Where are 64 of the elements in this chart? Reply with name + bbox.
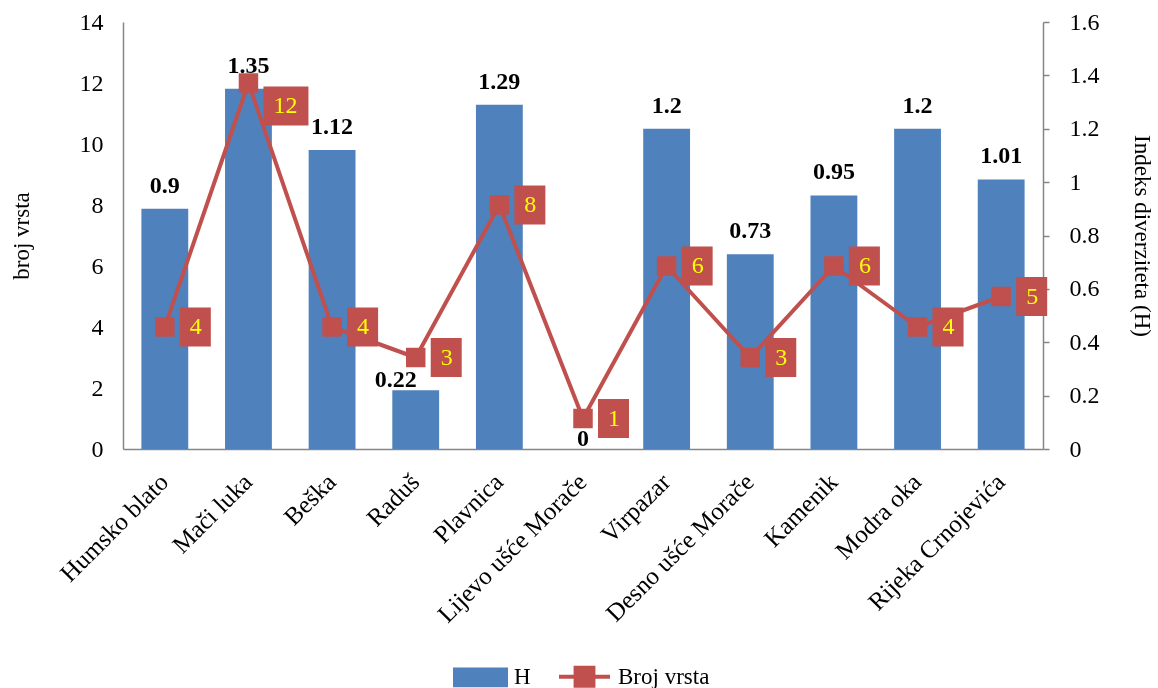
y-axis-title: broj vrsta (8, 192, 34, 280)
point (740, 347, 761, 368)
data-label: 1 (608, 404, 620, 431)
bar (225, 88, 272, 449)
point (656, 256, 677, 276)
point (238, 73, 259, 93)
y2-tick-label: 0.8 (1069, 222, 1100, 248)
data-label: 0.9 (149, 171, 180, 198)
y2-axis-title: Indeks diverziteta (H) (1129, 135, 1155, 337)
data-label: 1.12 (311, 113, 354, 140)
y-tick-label: 0 (91, 435, 104, 462)
y2-tick-label: 1.6 (1069, 8, 1100, 35)
bar (475, 104, 523, 449)
bar (894, 128, 941, 449)
point (322, 317, 342, 337)
point (489, 195, 510, 215)
data-label: 1.35 (227, 51, 270, 78)
point (907, 317, 928, 337)
data-label: 4 (357, 313, 370, 339)
bar (977, 179, 1025, 449)
data-label: 3 (440, 343, 453, 370)
data-label: 4 (189, 313, 202, 339)
bar (308, 150, 356, 449)
point (573, 408, 593, 429)
data-label: 3 (775, 343, 788, 370)
data-label: 8 (524, 191, 537, 217)
bar (810, 195, 858, 449)
data-label: 0 (577, 425, 589, 451)
bar (726, 254, 774, 449)
data-label: 12 (273, 92, 298, 118)
legend-label: H (514, 664, 531, 688)
y2-tick-label: 1 (1069, 168, 1082, 195)
data-label: 0.73 (729, 217, 772, 244)
y-tick-label: 8 (91, 191, 104, 218)
bar (392, 390, 440, 449)
point (405, 347, 426, 368)
y2-tick-label: 0.4 (1069, 328, 1100, 355)
point (155, 317, 175, 337)
y-tick-label: 12 (79, 69, 104, 96)
y2-tick-label: 0 (1069, 435, 1082, 462)
y-tick-label: 14 (79, 8, 104, 35)
legend-label: Broj vrsta (618, 663, 710, 688)
data-label: 4 (942, 313, 955, 339)
data-label: 1.2 (651, 91, 682, 118)
y2-tick-label: 1.4 (1069, 61, 1100, 88)
data-label: 1.29 (478, 67, 521, 94)
data-label: 5 (1026, 282, 1039, 309)
data-label: 1.2 (902, 91, 933, 118)
point (824, 256, 844, 276)
y-tick-label: 2 (91, 374, 104, 401)
data-label: 1.01 (980, 142, 1023, 169)
y-tick-label: 6 (91, 252, 104, 279)
data-label: 6 (858, 252, 871, 278)
point (991, 286, 1011, 307)
data-label: 0.22 (374, 366, 417, 393)
y2-tick-label: 1.2 (1069, 115, 1100, 142)
bar (141, 208, 189, 449)
y2-tick-label: 0.2 (1069, 382, 1100, 409)
y2-tick-label: 0.6 (1069, 275, 1100, 302)
data-label: 6 (691, 252, 704, 278)
y-tick-label: 4 (91, 313, 104, 340)
data-label: 0.95 (812, 158, 855, 185)
bar (643, 128, 691, 449)
y-tick-label: 10 (79, 130, 104, 157)
